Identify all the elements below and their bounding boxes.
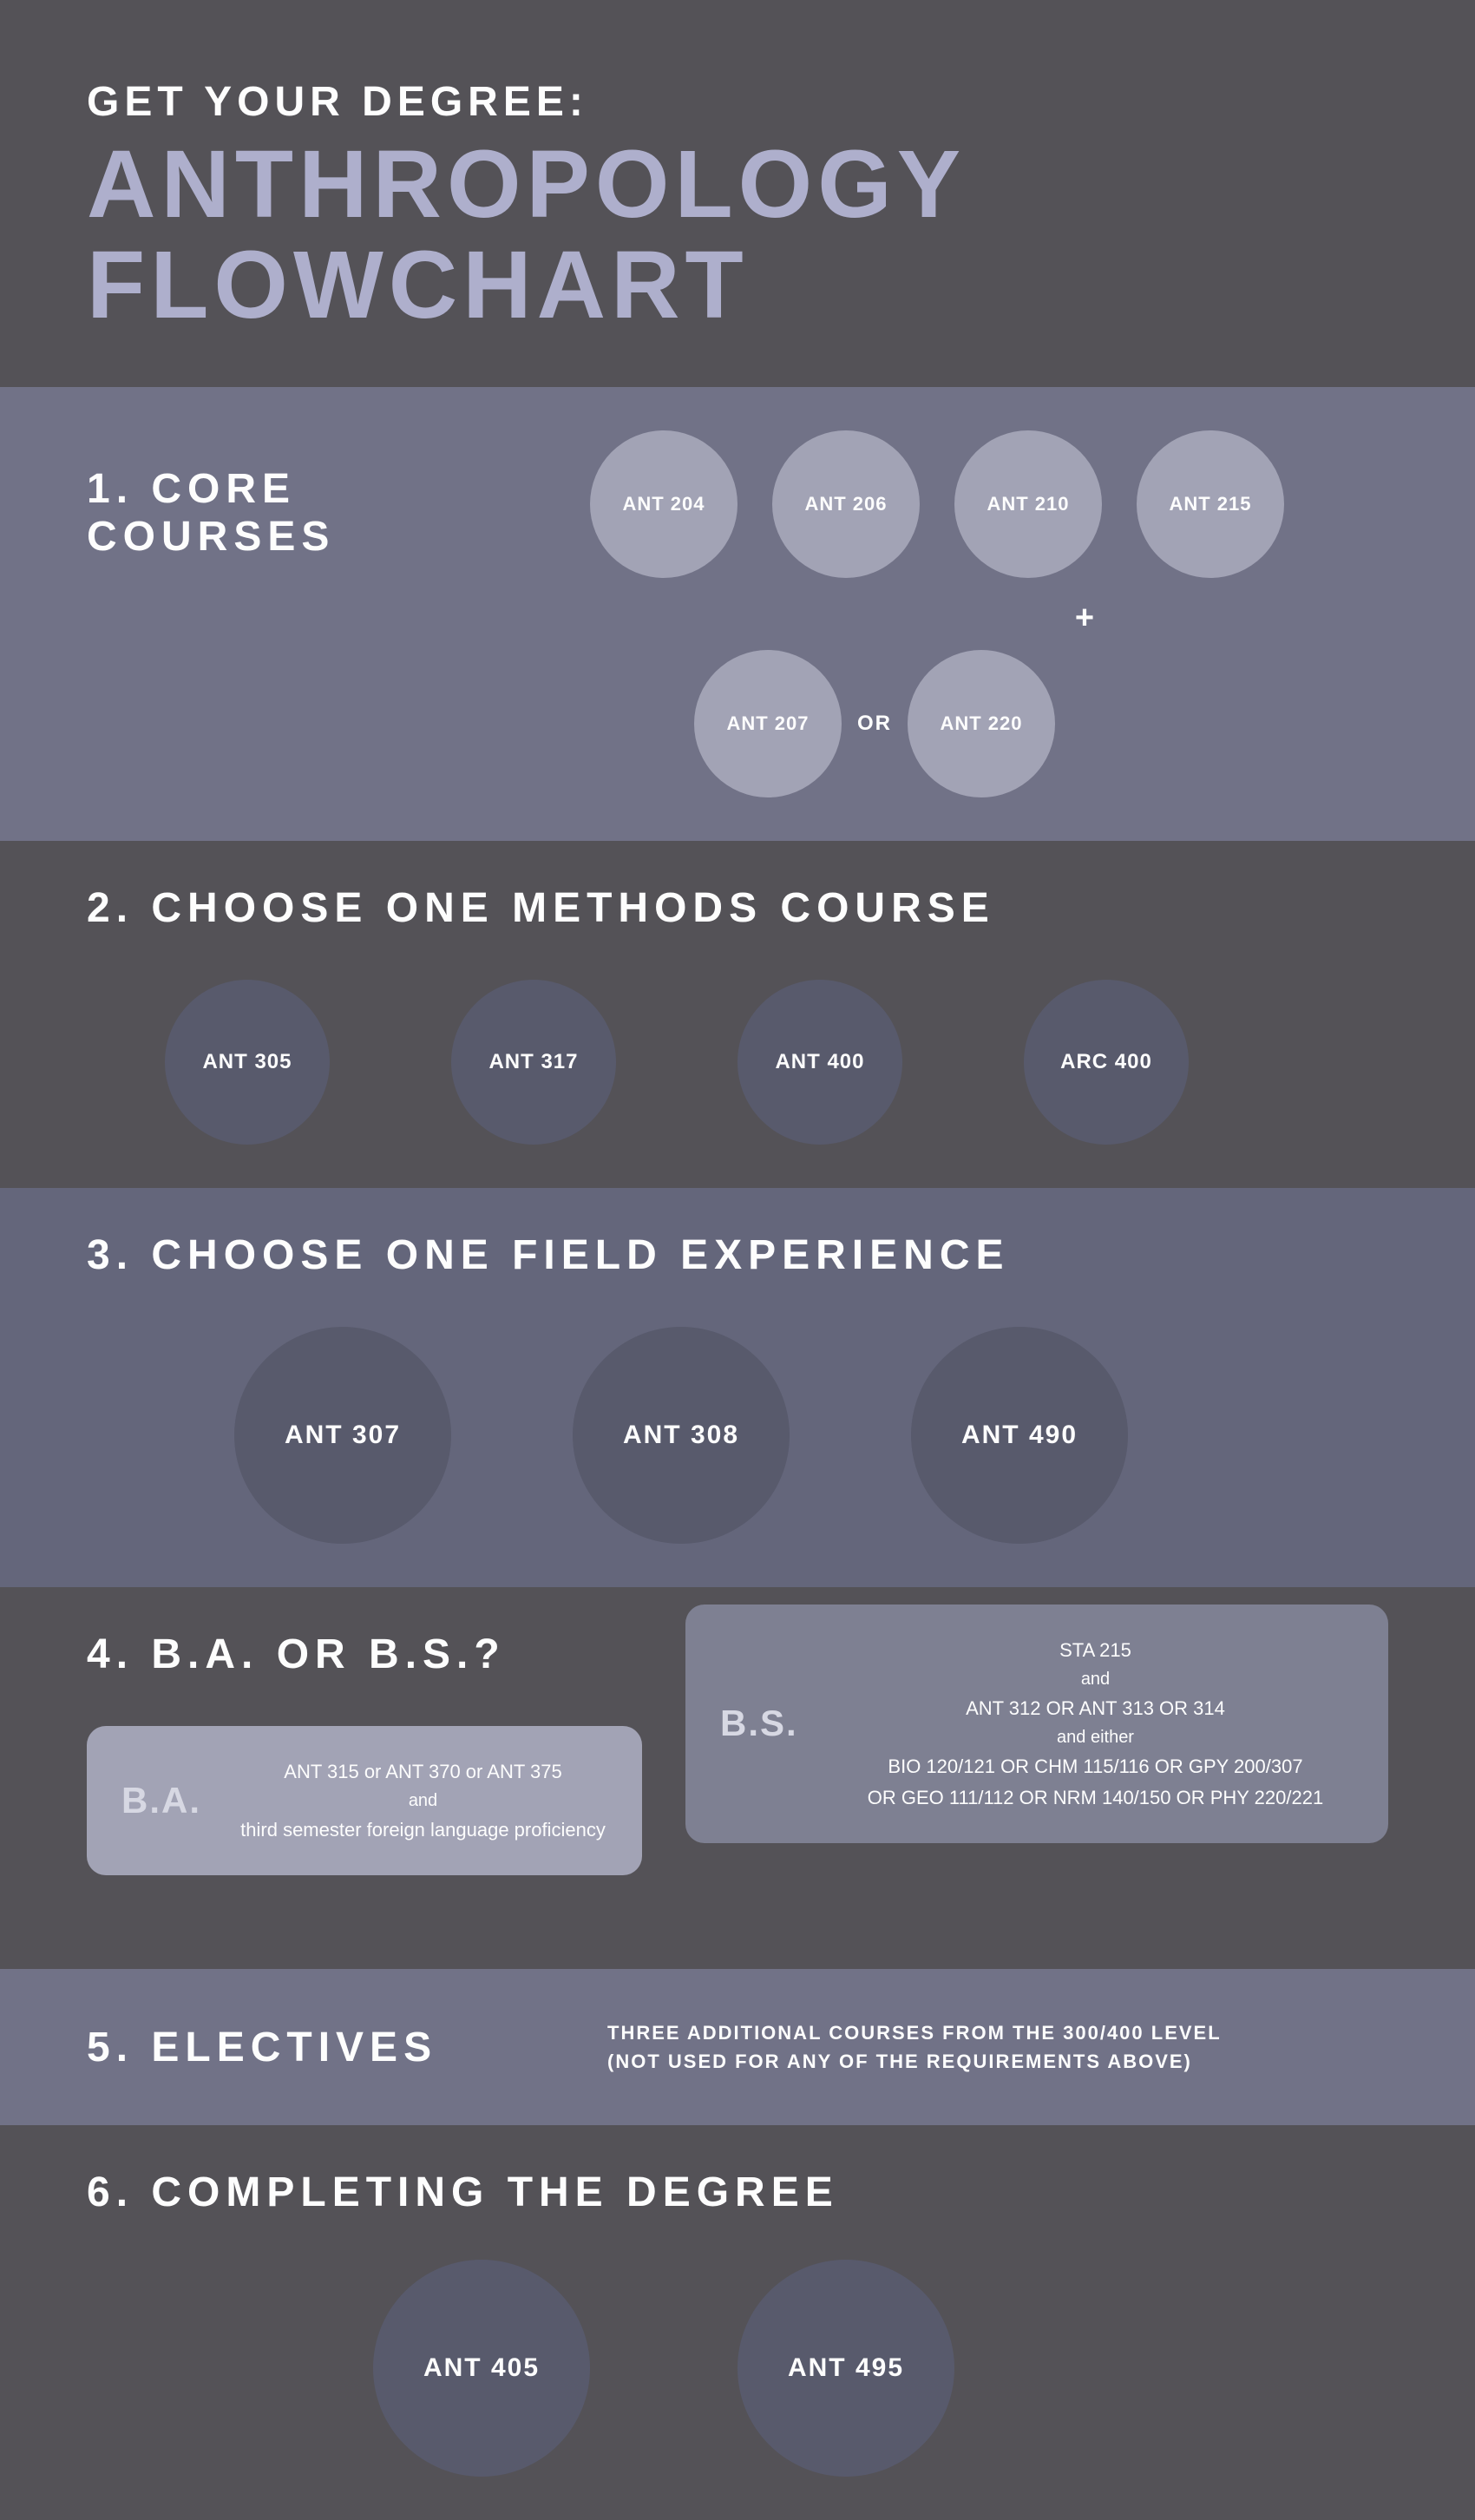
course-bubble: ANT 305 (165, 980, 330, 1145)
ba-card: B.A. ANT 315 or ANT 370 or ANT 375 and t… (87, 1726, 642, 1875)
title-line-1: ANTHROPOLOGY (87, 131, 966, 238)
bs-and-1: and (837, 1665, 1354, 1693)
bs-line-3: BIO 120/121 OR CHM 115/116 OR GPY 200/30… (837, 1751, 1354, 1782)
course-bubble: ANT 308 (573, 1327, 790, 1544)
electives-line-2: (NOT USED FOR ANY OF THE REQUIREMENTS AB… (607, 2051, 1192, 2072)
header-pretitle: GET YOUR DEGREE: (87, 78, 1388, 126)
section-field-experience: 3. CHOOSE ONE FIELD EXPERIENCE ANT 307 A… (0, 1188, 1475, 1587)
bs-line-1: STA 215 (837, 1635, 1354, 1665)
core-courses-row: ANT 204 ANT 206 ANT 210 ANT 215 (590, 430, 1388, 578)
or-label: OR (857, 712, 892, 736)
ba-line-1: ANT 315 or ANT 370 or ANT 375 (239, 1756, 607, 1787)
title-line-2: FLOWCHART (87, 232, 749, 338)
section-degree-choice: 4. B.A. OR B.S.? B.A. ANT 315 or ANT 370… (0, 1587, 1475, 1969)
section-electives: 5. ELECTIVES THREE ADDITIONAL COURSES FR… (0, 1969, 1475, 2125)
bs-label: B.S. (720, 1703, 816, 1744)
ba-label: B.A. (121, 1780, 217, 1821)
section-1-heading: 1. CORE COURSES (87, 465, 538, 561)
course-bubble: ANT 405 (373, 2260, 590, 2477)
core-choice-row: ANT 207 OR ANT 220 (694, 650, 1388, 797)
bs-line-2: ANT 312 OR ANT 313 OR 314 (837, 1693, 1354, 1723)
bs-body: STA 215 and ANT 312 OR ANT 313 OR 314 an… (837, 1635, 1354, 1813)
plus-symbol: + (781, 600, 1388, 637)
course-bubble: ANT 207 (694, 650, 842, 797)
ba-and: and (239, 1787, 607, 1815)
section-completing: 6. COMPLETING THE DEGREE ANT 405 ANT 495 (0, 2125, 1475, 2520)
section-core-courses: 1. CORE COURSES ANT 204 ANT 206 ANT 210 … (0, 387, 1475, 841)
course-bubble: ANT 400 (738, 980, 902, 1145)
ba-body: ANT 315 or ANT 370 or ANT 375 and third … (239, 1756, 607, 1845)
header: GET YOUR DEGREE: ANTHROPOLOGY FLOWCHART (0, 0, 1475, 387)
course-bubble: ANT 307 (234, 1327, 451, 1544)
header-title: ANTHROPOLOGY FLOWCHART (87, 135, 1388, 335)
course-bubble: ANT 317 (451, 980, 616, 1145)
section-methods-course: 2. CHOOSE ONE METHODS COURSE ANT 305 ANT… (0, 841, 1475, 1188)
section-2-heading: 2. CHOOSE ONE METHODS COURSE (87, 884, 1388, 932)
section-5-heading: 5. ELECTIVES (87, 2024, 503, 2071)
bs-and-2: and either (837, 1723, 1354, 1751)
course-bubble: ARC 400 (1024, 980, 1189, 1145)
course-bubble: ANT 206 (772, 430, 920, 578)
bs-card: B.S. STA 215 and ANT 312 OR ANT 313 OR 3… (685, 1605, 1388, 1843)
electives-line-1: THREE ADDITIONAL COURSES FROM THE 300/40… (607, 2022, 1222, 2044)
completing-row: ANT 405 ANT 495 (373, 2260, 1388, 2477)
ba-line-2: third semester foreign language proficie… (239, 1815, 607, 1845)
field-row: ANT 307 ANT 308 ANT 490 (234, 1327, 1388, 1544)
course-bubble: ANT 220 (908, 650, 1055, 797)
course-bubble: ANT 210 (954, 430, 1102, 578)
section-6-heading: 6. COMPLETING THE DEGREE (87, 2169, 1388, 2216)
course-bubble: ANT 490 (911, 1327, 1128, 1544)
course-bubble: ANT 204 (590, 430, 738, 578)
course-bubble: ANT 495 (738, 2260, 954, 2477)
section-3-heading: 3. CHOOSE ONE FIELD EXPERIENCE (87, 1231, 1388, 1279)
course-bubble: ANT 215 (1137, 430, 1284, 578)
section-4-heading: 4. B.A. OR B.S.? (87, 1631, 642, 1678)
bs-line-4: OR GEO 111/112 OR NRM 140/150 OR PHY 220… (837, 1782, 1354, 1813)
electives-text: THREE ADDITIONAL COURSES FROM THE 300/40… (607, 2018, 1222, 2076)
methods-row: ANT 305 ANT 317 ANT 400 ARC 400 (165, 980, 1388, 1145)
